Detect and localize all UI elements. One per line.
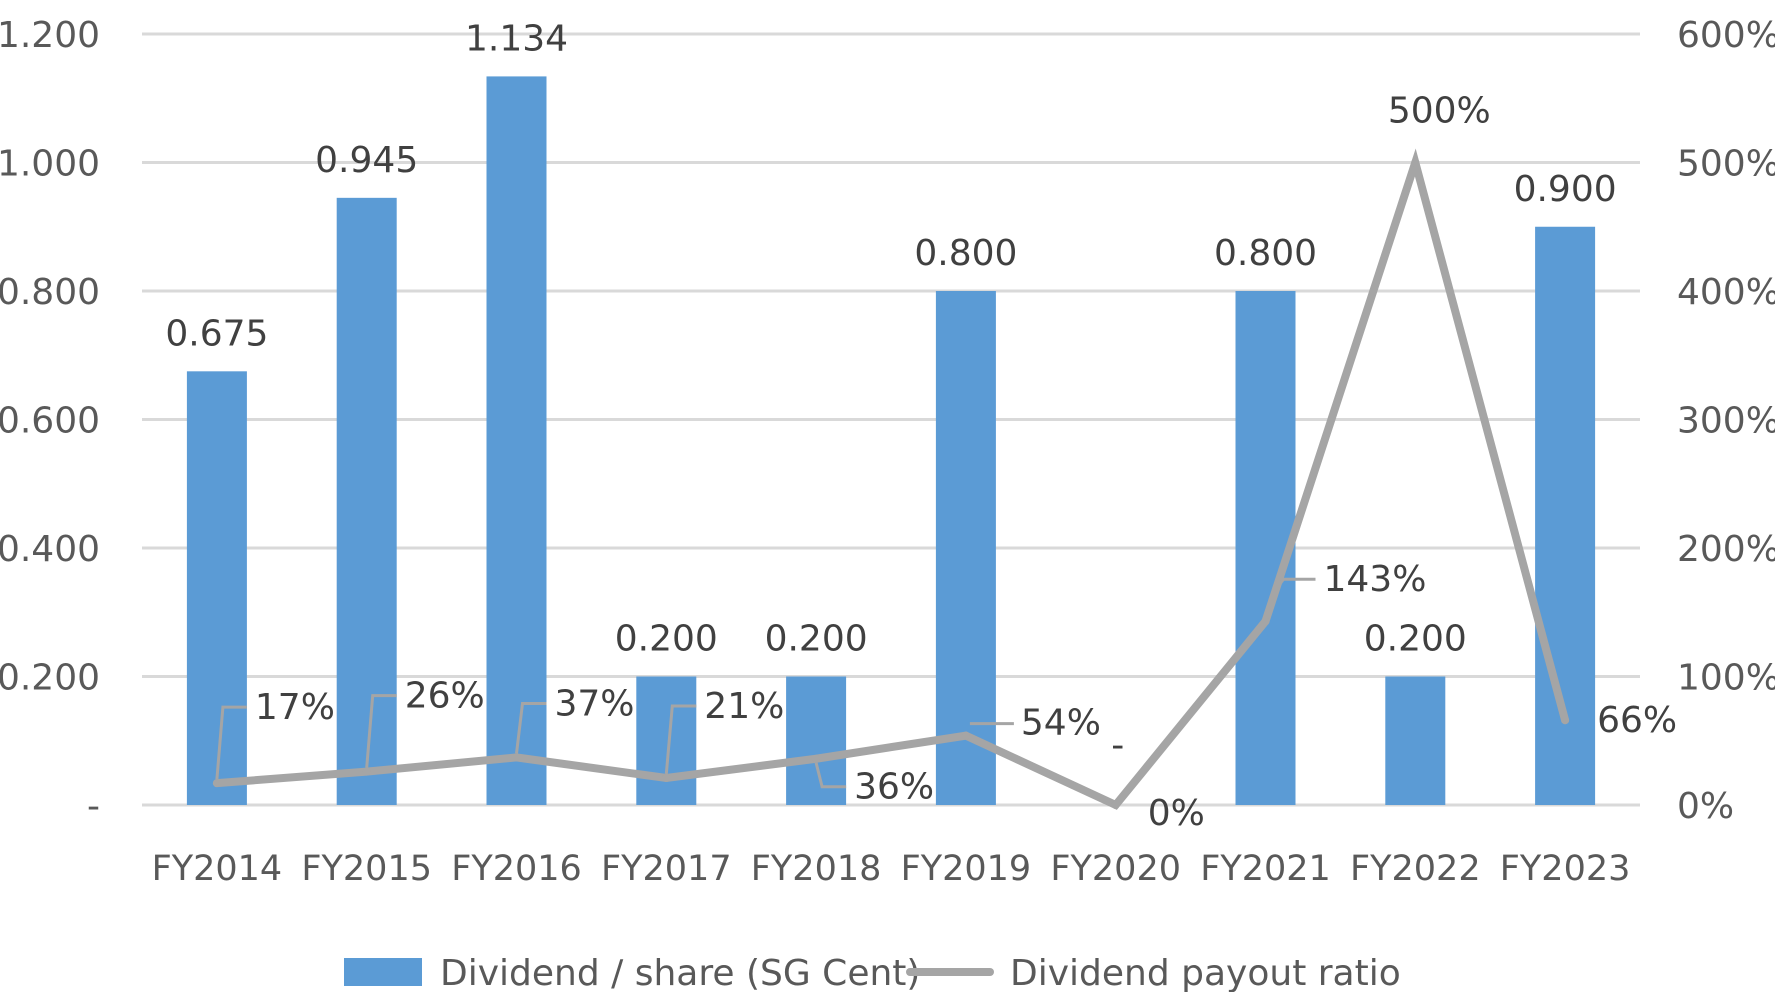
legend-line-label: Dividend payout ratio (1010, 953, 1401, 992)
payout-point (362, 767, 371, 776)
bar-value-label: 0.800 (1214, 233, 1317, 274)
payout-point (1261, 617, 1270, 626)
legend-bar-label: Dividend / share (SG Cent) (440, 953, 920, 992)
payout-value-label: 66% (1597, 700, 1677, 741)
bar-fy2014 (186, 371, 247, 805)
bar-value-label: 0.200 (765, 619, 868, 660)
label-leader-line (515, 701, 547, 754)
payout-point (1411, 158, 1420, 167)
data-labels: 0.675 0.945 1.134 0.200 0.200 0.800 - 0.800 0.20… (165, 18, 1677, 834)
payout-point (1111, 801, 1120, 809)
left-tick-label: 0.600 (0, 401, 100, 442)
legend: Dividend / share (SG Cent) Dividend payou… (344, 953, 1401, 994)
category-label: FY2023 (1500, 849, 1631, 889)
category-label: FY2016 (451, 849, 582, 889)
payout-value-label: 54% (1021, 703, 1101, 744)
payout-point (1561, 716, 1570, 725)
category-label: FY2020 (1050, 849, 1181, 889)
bar-value-label: 0.900 (1514, 169, 1617, 210)
label-leader-line (215, 705, 247, 780)
payout-value-label: 143% (1324, 559, 1427, 600)
right-tick-label: 100% (1677, 658, 1775, 699)
payout-point (812, 754, 821, 763)
bar-fy2017 (636, 676, 697, 805)
axes: - 0.200 0.400 0.600 0.800 1.000 1.200 0% 100% 200… (0, 15, 1775, 889)
bar-fy2022 (1385, 676, 1446, 805)
payout-point (512, 753, 521, 762)
category-label: FY2014 (152, 849, 283, 889)
label-leader-line (365, 694, 397, 768)
left-tick-label: 0.800 (0, 272, 100, 313)
right-tick-label: 600% (1677, 15, 1775, 56)
bar-value-label: 0.200 (615, 619, 718, 660)
payout-value-label: 21% (704, 686, 784, 727)
payout-value-label: 37% (555, 683, 635, 724)
payout-point (662, 774, 671, 783)
bar-value-label: 0.945 (315, 140, 418, 181)
left-tick-label: 1.200 (0, 15, 100, 56)
right-tick-label: 400% (1677, 272, 1775, 313)
payout-point (212, 779, 221, 788)
bar-fy2018 (786, 676, 847, 805)
right-tick-label: 300% (1677, 401, 1775, 442)
right-tick-label: 200% (1677, 529, 1775, 570)
category-label: FY2018 (751, 849, 882, 889)
left-tick-label: - (87, 786, 100, 827)
right-tick-label: 500% (1677, 144, 1775, 185)
category-label: FY2022 (1350, 849, 1481, 889)
bar-value-label: 0.200 (1364, 619, 1467, 660)
payout-value-label: 36% (854, 767, 934, 808)
bar-value-label: 0.675 (165, 313, 268, 354)
bar-value-label: 0.800 (914, 233, 1017, 274)
bar-fy2016 (486, 76, 547, 805)
payout-ratio-line (212, 148, 1570, 810)
left-tick-label: 1.000 (0, 144, 100, 185)
payout-line (212, 148, 1570, 810)
bars (186, 76, 1596, 805)
category-label: FY2017 (601, 849, 732, 889)
payout-value-label: 17% (255, 687, 335, 728)
payout-value-label: 0% (1148, 793, 1205, 834)
category-label: FY2021 (1200, 849, 1331, 889)
bar-value-label: 1.134 (465, 18, 568, 59)
right-tick-label: 0% (1677, 786, 1734, 827)
payout-value-label: 500% (1388, 91, 1491, 132)
payout-point (961, 731, 970, 740)
payout-value-label: 26% (405, 676, 485, 717)
left-tick-label: 0.400 (0, 529, 100, 570)
label-leader-line (814, 762, 847, 789)
left-tick-label: 0.200 (0, 658, 100, 699)
label-leader-line (1270, 577, 1316, 597)
legend-bar-swatch (344, 958, 422, 986)
category-label: FY2019 (901, 849, 1032, 889)
bar-fy2015 (336, 197, 397, 805)
label-leader-line (664, 704, 697, 775)
bar-value-label: - (1111, 725, 1124, 766)
category-label: FY2015 (301, 849, 432, 889)
bar-fy2019 (935, 291, 996, 805)
